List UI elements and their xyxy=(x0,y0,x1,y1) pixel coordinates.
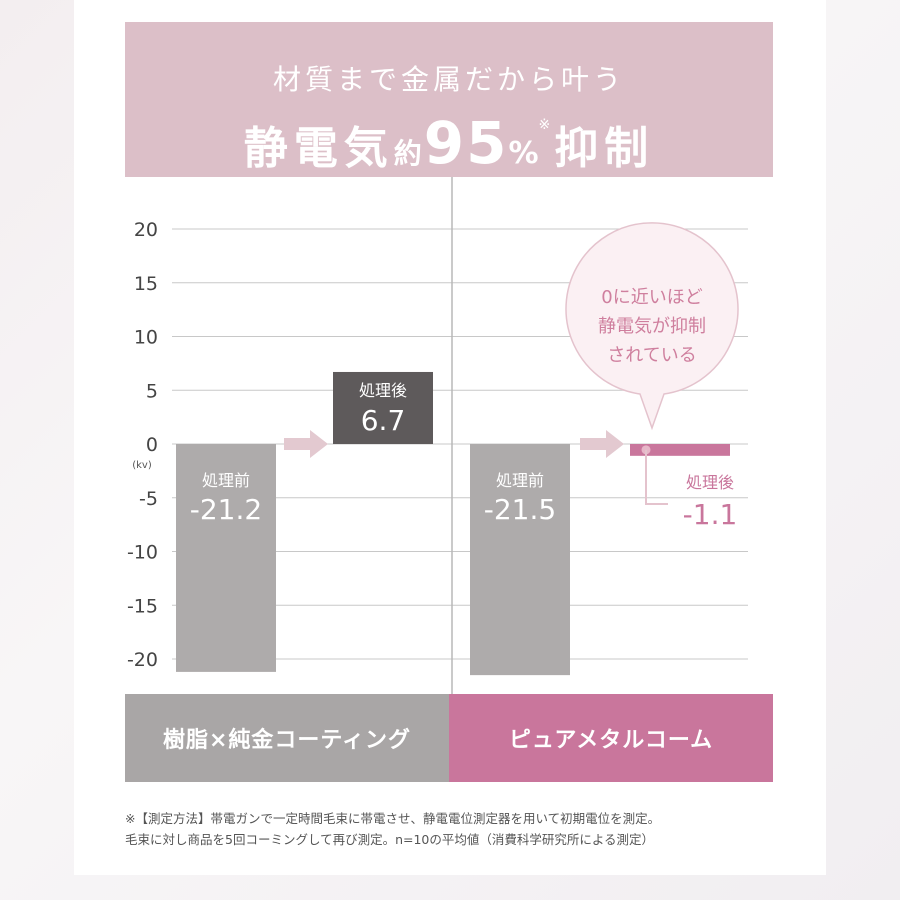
bar-label-after-metal: 処理後 xyxy=(686,473,734,492)
data-label-after-resin: 6.7 xyxy=(361,404,406,437)
data-label-after-metal: -1.1 xyxy=(683,498,738,531)
title-banner: 材質まで金属だから叶う 静電気約95% ※抑制 xyxy=(125,22,773,177)
footnote-line-1: ※【測定方法】帯電ガンで一定時間毛束に帯電させ、静電電位測定器を用いて初期電位を… xyxy=(125,811,661,826)
banner-title-part3: 抑制 xyxy=(554,123,655,174)
arrow-metal xyxy=(580,430,624,458)
data-label-before-metal: -21.5 xyxy=(484,493,556,526)
banner-title-part2: 約 xyxy=(393,137,422,170)
bar-label-after-resin: 処理後 xyxy=(359,381,407,400)
banner-title-part1: 静電気 xyxy=(243,123,394,174)
bar-after-resin xyxy=(333,371,433,444)
y-tick-label: 15 xyxy=(134,273,158,295)
data-label-before-resin: -21.2 xyxy=(190,493,262,526)
banner-title: 静電気約95%※抑制 xyxy=(125,114,773,172)
banner-title-note-mark: ※ xyxy=(538,117,551,133)
callout-text-line: されている xyxy=(607,345,696,366)
y-tick-label: -15 xyxy=(127,595,158,617)
callout-text-line: 静電気が抑制 xyxy=(598,316,706,337)
callout-bubble xyxy=(565,222,739,431)
footnote-line-2: 毛束に対し商品を5回コーミングして再び測定。n=10の平均値（消費科学研究所によ… xyxy=(125,832,655,847)
y-tick-label: 10 xyxy=(134,327,158,349)
y-tick-label: -20 xyxy=(127,649,158,671)
y-tick-label: -10 xyxy=(127,542,158,564)
bar-label-before-metal: 処理前 xyxy=(496,471,544,490)
y-tick-label: 0 xyxy=(146,434,158,456)
leader-line xyxy=(645,449,668,505)
banner-subtitle: 材質まで金属だから叶う xyxy=(272,63,625,96)
y-unit-label: (kv) xyxy=(132,460,152,471)
category-label-resin: 樹脂×純金コーティング xyxy=(125,694,449,782)
callout-text-line: 0に近いほど xyxy=(601,287,702,308)
y-tick-label: 5 xyxy=(146,380,158,402)
arrow-resin xyxy=(284,430,328,458)
banner-title-percent: % xyxy=(508,136,539,171)
footnote: ※【測定方法】帯電ガンで一定時間毛束に帯電させ、静電電位測定器を用いて初期電位を… xyxy=(125,808,785,850)
bar-after-metal xyxy=(630,444,730,456)
category-label-metal: ピュアメタルコーム xyxy=(449,694,773,782)
banner-title-number: 95 xyxy=(423,109,509,177)
bar-before-resin xyxy=(176,444,276,672)
bar-before-metal xyxy=(470,444,570,676)
y-tick-label: -5 xyxy=(139,488,158,510)
y-tick-label: 20 xyxy=(134,219,158,241)
bar-label-before-resin: 処理前 xyxy=(202,471,250,490)
